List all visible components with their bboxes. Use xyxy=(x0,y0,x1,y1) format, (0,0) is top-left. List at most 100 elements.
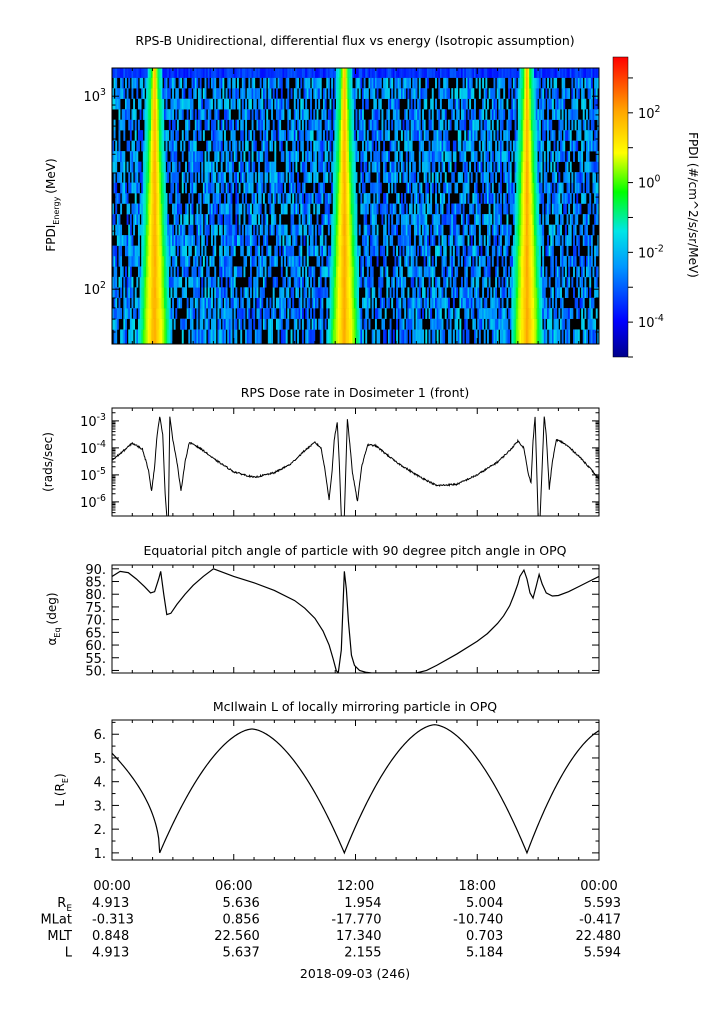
heatmap-cell xyxy=(178,68,181,78)
heatmap-cell xyxy=(157,161,160,173)
heatmap-cell xyxy=(160,297,163,309)
heatmap-cell xyxy=(409,266,411,278)
heatmap-cell xyxy=(124,318,127,330)
heatmap-cell xyxy=(347,266,350,278)
heatmap-cell xyxy=(306,318,309,330)
heatmap-cell xyxy=(134,119,137,131)
heatmap-cell xyxy=(366,235,369,246)
heatmap-cell xyxy=(170,308,173,319)
heatmap-cell xyxy=(499,140,502,152)
heatmap-cell xyxy=(378,130,381,141)
heatmap-cell xyxy=(284,329,286,344)
heatmap-cell xyxy=(334,130,337,141)
heatmap-cell xyxy=(139,287,142,299)
heatmap-cell xyxy=(399,318,402,330)
heatmap-cell xyxy=(139,172,142,183)
heatmap-cell xyxy=(470,68,473,78)
heatmap-cell xyxy=(374,214,377,225)
heatmap-cell xyxy=(551,98,554,110)
heatmap-cell xyxy=(417,68,420,78)
heatmap-cell xyxy=(300,161,303,173)
heatmap-cell xyxy=(478,297,481,309)
heatmap-cell xyxy=(400,329,403,344)
heatmap-cell xyxy=(394,182,397,194)
heatmap-cell xyxy=(220,98,223,110)
heatmap-cell xyxy=(131,276,134,288)
heatmap-cell xyxy=(404,193,407,204)
heatmap-cell xyxy=(240,172,243,183)
heatmap-cell xyxy=(349,287,351,299)
heatmap-cell xyxy=(407,77,410,89)
heatmap-cell xyxy=(400,203,403,215)
heatmap-cell xyxy=(420,193,423,204)
heatmap-cell xyxy=(207,151,210,162)
heatmap-cell xyxy=(123,161,126,173)
heatmap-cell xyxy=(529,255,532,267)
heatmap-cell xyxy=(112,224,114,236)
heatmap-cell xyxy=(522,98,525,110)
heatmap-cell xyxy=(214,245,217,257)
heatmap-cell xyxy=(478,140,481,152)
heatmap-cell xyxy=(378,172,381,183)
heatmap-cell xyxy=(441,203,444,215)
heatmap-cell xyxy=(251,193,254,204)
heatmap-cell xyxy=(405,203,408,215)
heatmap-cell xyxy=(361,203,364,215)
heatmap-cell xyxy=(212,308,215,319)
heatmap-cell xyxy=(378,193,381,204)
heatmap-cell xyxy=(371,68,374,78)
heatmap-cell xyxy=(340,266,343,278)
heatmap-cell xyxy=(347,161,350,173)
heatmap-cell xyxy=(123,276,126,288)
heatmap-cell xyxy=(496,151,499,162)
heatmap-cell xyxy=(228,276,231,288)
heatmap-cell xyxy=(170,182,173,194)
heatmap-cell xyxy=(284,203,286,215)
heatmap-cell xyxy=(246,172,249,183)
heatmap-cell xyxy=(318,130,321,141)
heatmap-cell xyxy=(254,255,257,267)
heatmap-cell xyxy=(394,140,397,152)
heatmap-cell xyxy=(172,77,174,89)
heatmap-cell xyxy=(180,235,183,246)
heatmap-cell xyxy=(532,266,535,278)
heatmap-cell xyxy=(441,266,444,278)
heatmap-cell xyxy=(350,235,353,246)
heatmap-cell xyxy=(165,140,168,152)
heatmap-cell xyxy=(293,308,296,319)
heatmap-cell xyxy=(134,109,137,120)
heatmap-cell xyxy=(194,214,197,225)
heatmap-cell xyxy=(516,68,519,78)
heatmap-cell xyxy=(545,182,548,194)
heatmap-cell xyxy=(319,297,322,309)
heatmap-cell xyxy=(472,318,475,330)
heatmap-cell xyxy=(550,161,553,173)
heatmap-cell xyxy=(503,88,506,99)
heatmap-cell xyxy=(150,203,153,215)
heatmap-cell xyxy=(134,308,137,319)
heatmap-cell xyxy=(535,266,538,278)
heatmap-cell xyxy=(232,235,235,246)
heatmap-cell xyxy=(237,77,239,89)
heatmap-cell xyxy=(240,266,243,278)
heatmap-cell xyxy=(446,130,449,141)
heatmap-cell xyxy=(129,329,132,344)
heatmap-cell xyxy=(334,203,337,215)
heatmap-cell xyxy=(300,203,303,215)
heatmap-cell xyxy=(412,151,415,162)
heatmap-cell xyxy=(149,235,152,246)
heatmap-cell xyxy=(410,297,413,309)
heatmap-cell xyxy=(517,224,520,236)
heatmap-cell xyxy=(347,287,350,299)
heatmap-cell xyxy=(175,161,178,173)
heatmap-cell xyxy=(232,98,235,110)
heatmap-cell xyxy=(457,68,460,78)
heatmap-cell xyxy=(358,308,361,319)
heatmap-cell xyxy=(280,297,283,309)
heatmap-cell xyxy=(230,255,233,267)
heatmap-cell xyxy=(363,318,366,330)
heatmap-cell xyxy=(344,276,347,288)
heatmap-cell xyxy=(215,151,218,162)
heatmap-cell xyxy=(319,224,322,236)
heatmap-cell xyxy=(336,224,338,236)
